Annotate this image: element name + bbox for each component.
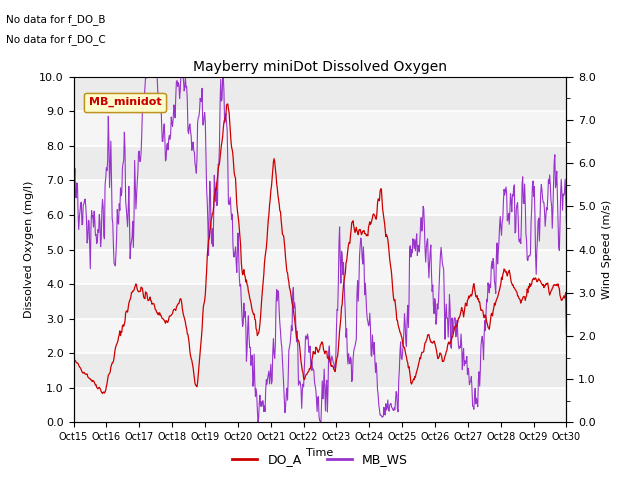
- Legend: MB_minidot: MB_minidot: [84, 93, 166, 112]
- Bar: [74, 388, 566, 422]
- Y-axis label: Wind Speed (m/s): Wind Speed (m/s): [602, 200, 611, 299]
- Bar: [74, 180, 566, 215]
- Bar: [74, 111, 566, 146]
- Bar: [74, 77, 566, 111]
- Bar: [74, 250, 566, 284]
- X-axis label: Time: Time: [307, 448, 333, 457]
- Bar: [74, 319, 566, 353]
- Title: Mayberry miniDot Dissolved Oxygen: Mayberry miniDot Dissolved Oxygen: [193, 60, 447, 74]
- Text: No data for f_DO_C: No data for f_DO_C: [6, 34, 106, 45]
- Legend: DO_A, MB_WS: DO_A, MB_WS: [227, 448, 413, 471]
- Y-axis label: Dissolved Oxygen (mg/l): Dissolved Oxygen (mg/l): [24, 181, 34, 318]
- Bar: [74, 146, 566, 180]
- Bar: [74, 215, 566, 250]
- Text: No data for f_DO_B: No data for f_DO_B: [6, 14, 106, 25]
- Bar: [74, 284, 566, 319]
- Bar: [74, 353, 566, 388]
